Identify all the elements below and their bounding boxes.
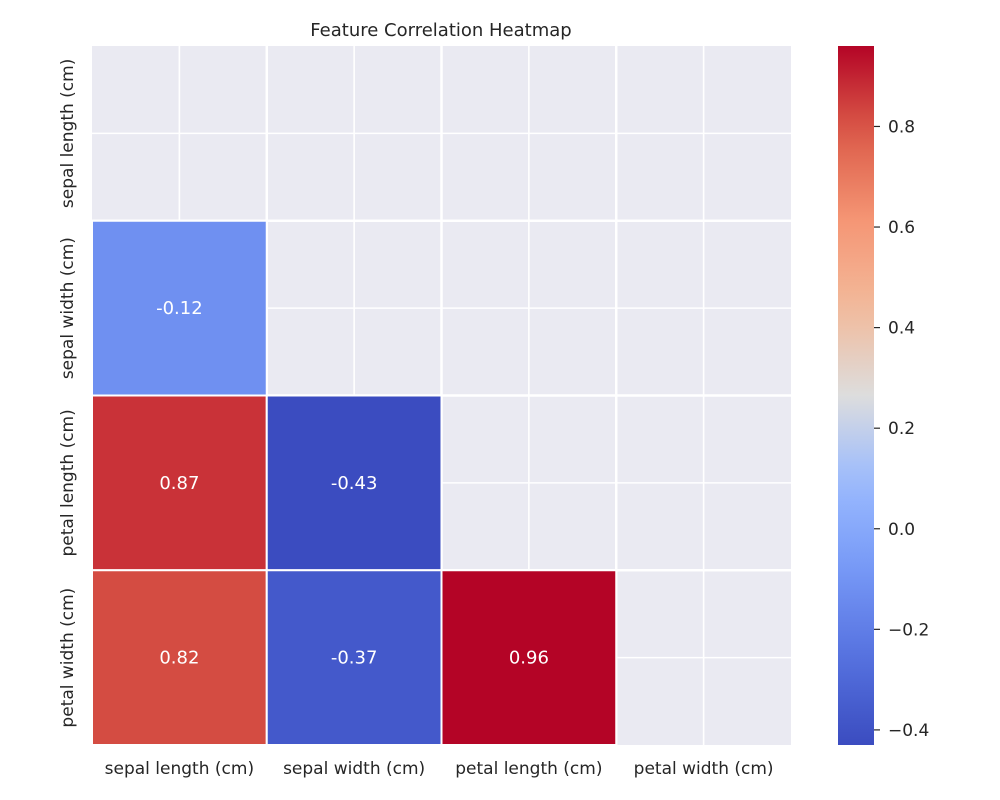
colorbar-tick-label: 0.2	[888, 419, 915, 439]
heatmap-cell	[91, 219, 268, 397]
colorbar-tick-label: 0.6	[888, 218, 915, 238]
x-tick-label: sepal length (cm)	[105, 759, 254, 779]
cell-value-label: 0.96	[509, 648, 549, 669]
y-tick-label: petal length (cm)	[58, 409, 78, 556]
x-tick-label: petal length (cm)	[455, 759, 602, 779]
colorbar-tick-label: −0.4	[888, 721, 929, 741]
y-tick-labels: sepal length (cm) sepal width (cm) petal l…	[58, 59, 78, 728]
x-tick-labels: sepal length (cm) sepal width (cm) petal l…	[105, 759, 774, 779]
cell-value-label: -0.37	[331, 648, 378, 669]
y-tick-label: sepal width (cm)	[58, 237, 78, 379]
y-tick-label: petal width (cm)	[58, 588, 78, 728]
y-tick-label: sepal length (cm)	[58, 59, 78, 208]
colorbar: −0.4 −0.2 0.0 0.2 0.4 0.6 0.8	[838, 46, 929, 745]
cell-value-labels: -0.12 0.87 -0.43 0.82 -0.37 0.96	[156, 298, 549, 669]
heatmap-cell	[91, 394, 268, 572]
colorbar-tick-label: 0.4	[888, 319, 915, 339]
heatmap-cells	[91, 219, 618, 746]
heatmap-cell	[265, 394, 443, 572]
cell-value-label: -0.12	[156, 298, 203, 319]
cell-value-label: -0.43	[331, 473, 378, 494]
colorbar-gradient	[838, 46, 874, 745]
colorbar-tick-label: 0.8	[888, 117, 915, 137]
chart-title: Feature Correlation Heatmap	[310, 20, 571, 41]
x-tick-label: petal width (cm)	[634, 759, 774, 779]
heatmap-cell	[440, 569, 618, 746]
colorbar-tick-label: 0.0	[888, 520, 915, 540]
cell-value-label: 0.87	[159, 473, 199, 494]
x-tick-label: sepal width (cm)	[283, 759, 425, 779]
cell-value-label: 0.82	[159, 648, 199, 669]
colorbar-tick-label: −0.2	[888, 620, 929, 640]
